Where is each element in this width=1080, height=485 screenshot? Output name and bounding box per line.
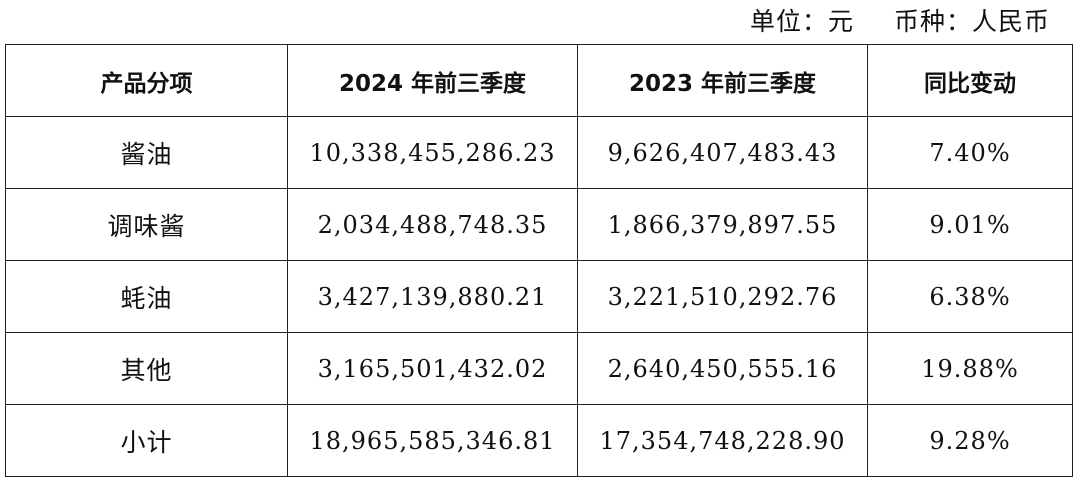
row-2024-value: 3,427,139,880.21 (287, 260, 578, 333)
unit-currency-note: 单位：元 币种：人民币 (750, 4, 1050, 40)
currency-label: 币种：人民币 (893, 7, 1050, 36)
row-2023-value: 3,221,510,292.76 (577, 260, 868, 333)
header-2023-q1-q3: 2023 年前三季度 (577, 44, 868, 117)
row-2023-value: 17,354,748,228.90 (577, 404, 868, 477)
row-2024-value: 3,165,501,432.02 (287, 332, 578, 405)
table-row: 其他 3,165,501,432.02 2,640,450,555.16 19.… (5, 332, 1073, 405)
table-row-subtotal: 小计 18,965,585,346.81 17,354,748,228.90 9… (5, 404, 1073, 477)
table-row: 酱油 10,338,455,286.23 9,626,407,483.43 7.… (5, 116, 1073, 189)
row-2024-value: 18,965,585,346.81 (287, 404, 578, 477)
row-change: 6.38% (867, 260, 1073, 333)
header-yoy-change: 同比变动 (867, 44, 1073, 117)
row-name: 酱油 (5, 116, 288, 189)
table-header-row: 产品分项 2024 年前三季度 2023 年前三季度 同比变动 (5, 44, 1073, 117)
header-2024-q1-q3: 2024 年前三季度 (287, 44, 578, 117)
row-name: 其他 (5, 332, 288, 405)
row-name: 蚝油 (5, 260, 288, 333)
row-name: 调味酱 (5, 188, 288, 261)
row-change: 7.40% (867, 116, 1073, 189)
row-change: 19.88% (867, 332, 1073, 405)
unit-label: 单位：元 (749, 7, 854, 36)
row-2023-value: 1,866,379,897.55 (577, 188, 868, 261)
table-row: 蚝油 3,427,139,880.21 3,221,510,292.76 6.3… (5, 260, 1073, 333)
row-2024-value: 10,338,455,286.23 (287, 116, 578, 189)
row-change: 9.01% (867, 188, 1073, 261)
row-name: 小计 (5, 404, 288, 477)
product-revenue-table: 产品分项 2024 年前三季度 2023 年前三季度 同比变动 酱油 10,33… (5, 44, 1073, 477)
header-product-category: 产品分项 (5, 44, 288, 117)
row-2023-value: 9,626,407,483.43 (577, 116, 868, 189)
row-2023-value: 2,640,450,555.16 (577, 332, 868, 405)
row-2024-value: 2,034,488,748.35 (287, 188, 578, 261)
table-row: 调味酱 2,034,488,748.35 1,866,379,897.55 9.… (5, 188, 1073, 261)
row-change: 9.28% (867, 404, 1073, 477)
